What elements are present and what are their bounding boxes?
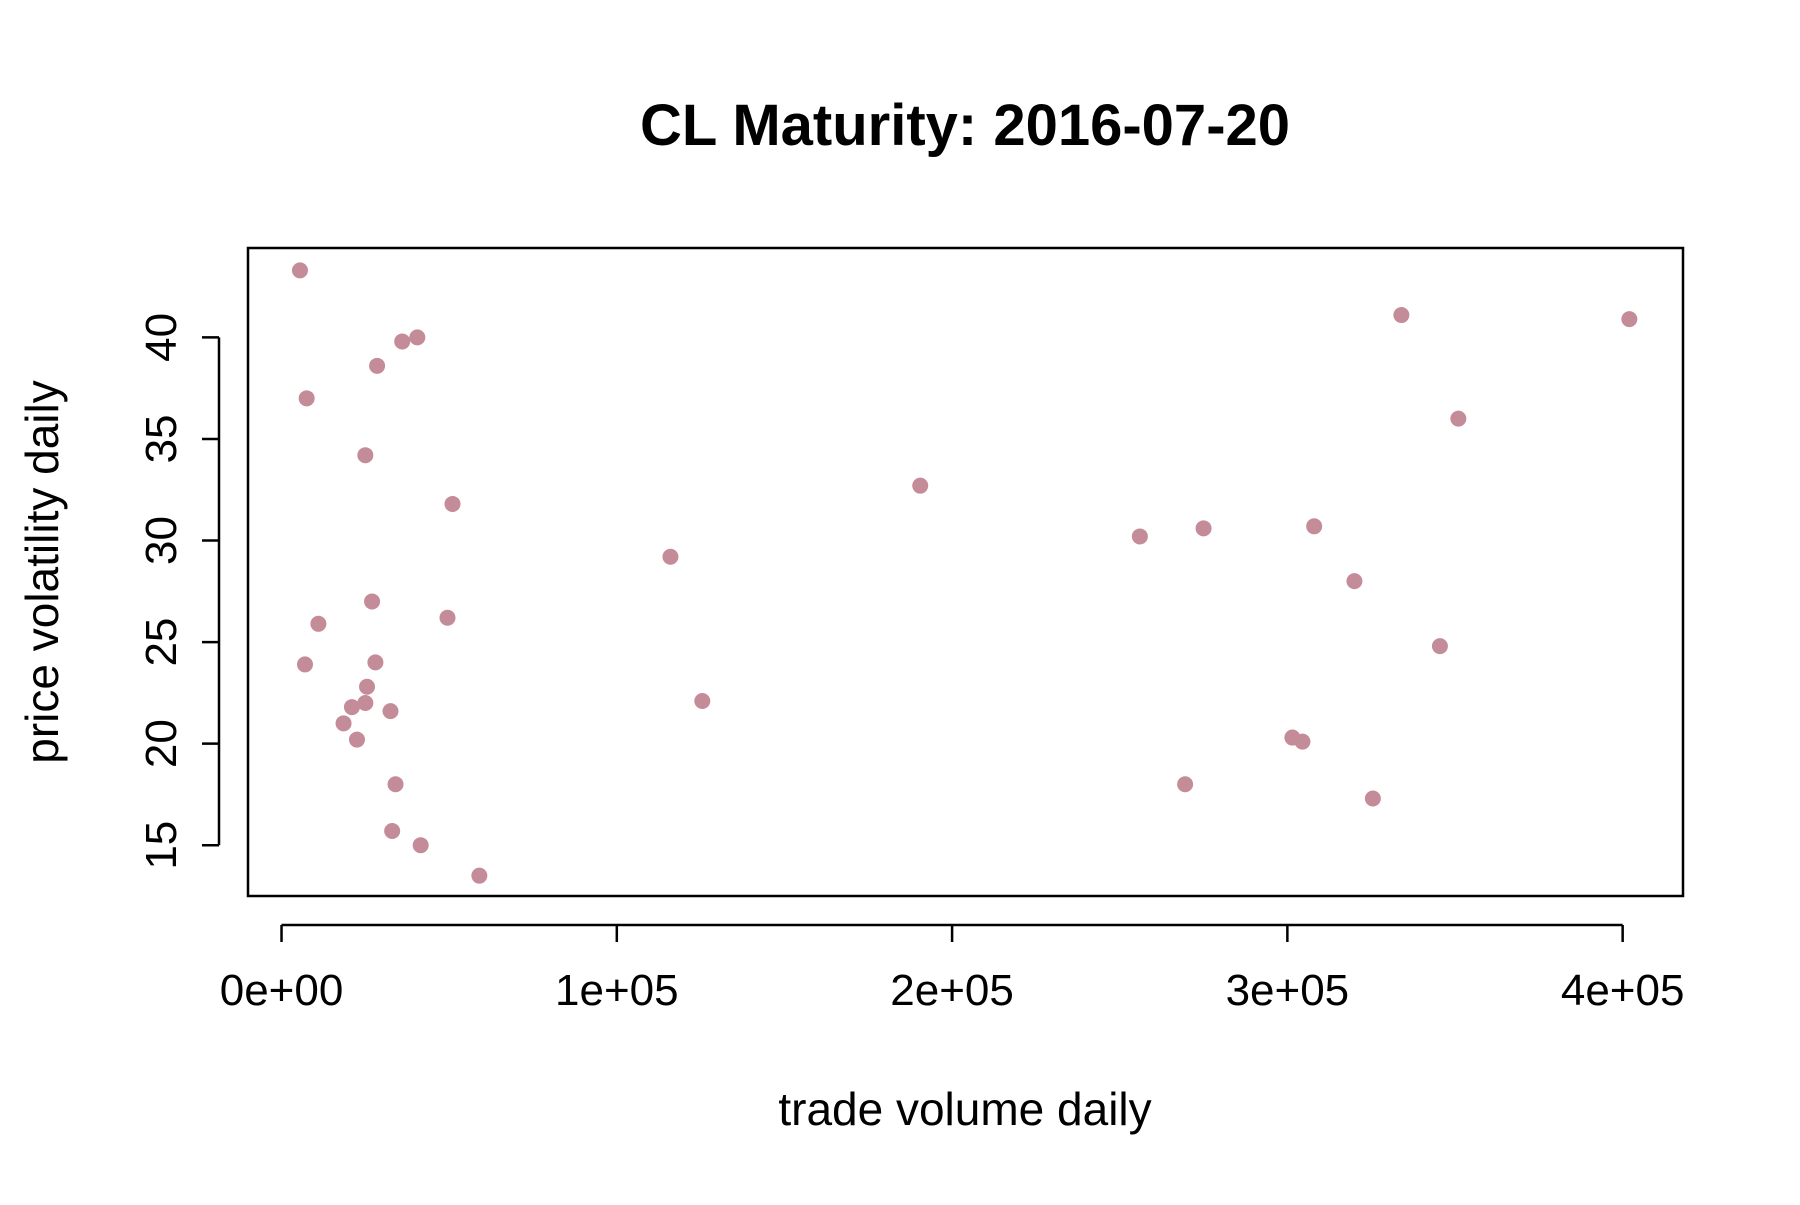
data-point: [296, 656, 313, 673]
data-point: [662, 548, 679, 565]
data-point: [310, 615, 327, 632]
data-point: [1431, 638, 1448, 655]
data-point: [384, 822, 401, 839]
data-point: [367, 654, 384, 671]
chart-title: CL Maturity: 2016-07-20: [640, 93, 1290, 158]
y-tick-label: 35: [137, 414, 186, 463]
x-axis: 0e+00 1e+05 2e+05 3e+05 4e+05: [220, 923, 1685, 1015]
y-tick-label: 20: [137, 719, 186, 768]
plot-frame: [246, 246, 1685, 898]
x-axis-label: trade volume daily: [778, 1083, 1151, 1135]
data-point: [382, 703, 399, 720]
data-point: [394, 333, 411, 350]
y-axis-label: price volatility daily: [16, 380, 68, 763]
data-point: [1294, 733, 1311, 750]
data-point: [1450, 410, 1467, 427]
data-point: [1364, 790, 1381, 807]
x-tick-label: 2e+05: [890, 966, 1014, 1015]
data-point: [1346, 573, 1363, 590]
data-point: [1131, 528, 1148, 545]
data-point: [357, 447, 374, 464]
data-points: [291, 262, 1638, 884]
data-point: [1177, 776, 1194, 793]
data-point: [412, 837, 429, 854]
x-tick-label: 1e+05: [555, 966, 679, 1015]
data-point: [357, 695, 374, 712]
data-point: [335, 715, 352, 732]
data-point: [369, 357, 386, 374]
data-point: [1306, 518, 1323, 535]
data-point: [694, 692, 711, 709]
data-point: [409, 329, 426, 346]
data-point: [471, 867, 488, 884]
y-tick-label: 15: [137, 821, 186, 870]
data-point: [348, 731, 365, 748]
data-point: [439, 609, 456, 626]
y-tick-label: 25: [137, 618, 186, 667]
x-tick-label: 4e+05: [1561, 966, 1685, 1015]
y-tick-label: 30: [137, 516, 186, 565]
data-point: [1195, 520, 1212, 537]
data-point: [912, 477, 929, 494]
data-point: [291, 262, 308, 279]
data-point: [359, 678, 376, 695]
data-point: [444, 495, 461, 512]
data-point: [1393, 307, 1410, 324]
x-tick-label: 0e+00: [220, 966, 344, 1015]
data-point: [298, 390, 315, 407]
data-point: [387, 776, 404, 793]
data-point: [364, 593, 381, 610]
data-point: [343, 699, 360, 716]
y-axis: 15 20 25 30 35 40: [137, 313, 221, 870]
data-point: [1621, 311, 1638, 328]
y-tick-label: 40: [137, 313, 186, 362]
x-tick-label: 3e+05: [1226, 966, 1350, 1015]
